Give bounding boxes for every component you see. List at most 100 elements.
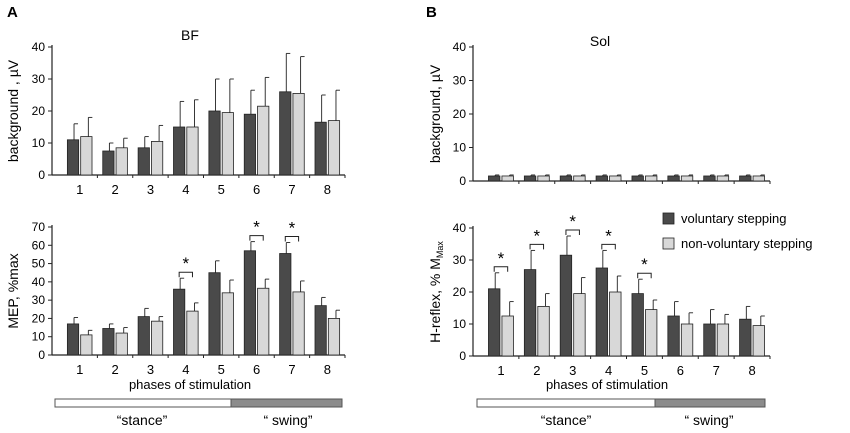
x-tick-label: 5: [218, 182, 225, 197]
significance-bracket: [529, 243, 545, 250]
bar-voluntary: [703, 323, 716, 357]
x-tick-label: 7: [288, 182, 295, 197]
bar-voluntary: [208, 110, 221, 176]
legend-voluntary-swatch: [662, 212, 675, 225]
bar-nonvoluntary: [186, 310, 199, 356]
bar-nonvoluntary: [716, 323, 730, 357]
bar-nonvoluntary: [716, 175, 730, 182]
bar-voluntary: [314, 305, 327, 356]
bar-voluntary: [631, 175, 644, 182]
bar-nonvoluntary: [115, 332, 128, 356]
x-tick-label: 5: [641, 363, 648, 378]
bar-voluntary: [173, 288, 186, 356]
significance-star: *: [289, 219, 296, 238]
x-tick-label: 3: [569, 363, 576, 378]
panel-a-letter: A: [7, 4, 18, 21]
chart-a-mep: 0 10 20 30 40 50 60 70 MEP, %max 1 2 3 4 * 5 6 * 7 * 8: [5, 218, 346, 377]
x-tick-label: 8: [748, 363, 755, 378]
bar-voluntary: [559, 254, 573, 357]
bar-nonvoluntary: [752, 175, 765, 182]
y-axis-label: H-reflex, % MMax: [427, 241, 445, 343]
legend-nonvoluntary-label: non-voluntary stepping: [681, 236, 813, 251]
significance-bracket: [493, 266, 509, 272]
bar-nonvoluntary: [609, 291, 622, 357]
bar-nonvoluntary: [501, 315, 514, 357]
bar-voluntary: [667, 315, 680, 357]
x-tick-label: 2: [111, 362, 118, 377]
y-tick-label: 30: [32, 293, 46, 307]
significance-star: *: [569, 212, 576, 231]
bar-nonvoluntary: [645, 309, 658, 357]
bar-nonvoluntary: [752, 325, 765, 357]
bar-nonvoluntary: [151, 140, 164, 176]
bar-nonvoluntary: [680, 323, 694, 357]
y-tick-label: 0: [38, 348, 45, 362]
x-tick-label: 2: [111, 182, 118, 197]
y-tick-label: 10: [453, 141, 467, 155]
x-tick-label: 7: [288, 362, 295, 377]
panel-b-letter: B: [426, 4, 437, 21]
bar-nonvoluntary: [573, 175, 586, 182]
bar-voluntary: [739, 175, 752, 182]
bar-voluntary: [631, 293, 644, 357]
bar-voluntary: [667, 175, 680, 182]
y-tick-label: 0: [38, 168, 45, 182]
x-tick-label: 1: [76, 182, 83, 197]
bar-voluntary: [314, 121, 327, 176]
legend-voluntary-label: voluntary stepping: [681, 211, 787, 226]
bar-voluntary: [279, 253, 292, 356]
x-tick-label: 3: [147, 362, 154, 377]
panel-b-swing-label: “ swing”: [684, 412, 733, 428]
bar-voluntary: [137, 316, 150, 356]
y-tick-label: 20: [453, 285, 467, 299]
x-tick-label: 3: [147, 182, 154, 197]
bar-voluntary: [703, 175, 716, 182]
x-tick-label: 4: [605, 363, 612, 378]
bar-nonvoluntary: [257, 287, 270, 356]
bar-voluntary: [137, 147, 150, 176]
bar-voluntary: [279, 91, 292, 176]
panel-a-swing-label: “ swing”: [263, 412, 312, 428]
bar-nonvoluntary: [537, 175, 550, 182]
significance-bracket: [178, 271, 193, 278]
bar-voluntary: [595, 175, 608, 182]
x-tick-label: 4: [182, 362, 189, 377]
significance-bracket: [249, 235, 264, 241]
significance-star: *: [498, 249, 505, 268]
legend-nonvoluntary-swatch: [662, 237, 675, 250]
bar-voluntary: [66, 323, 80, 356]
panel-b-xlabel: phases of stimulation: [546, 377, 668, 392]
bar-nonvoluntary: [221, 112, 234, 176]
x-tick-label: 1: [497, 363, 504, 378]
x-tick-label: 1: [76, 362, 83, 377]
y-axis-label: MEP, %max: [5, 253, 21, 328]
y-axis-label: background, µV: [427, 64, 443, 163]
y-tick-label: 30: [453, 74, 467, 88]
y-tick-label: 40: [453, 221, 467, 235]
bar-nonvoluntary: [115, 147, 128, 176]
bar-voluntary: [102, 150, 115, 176]
y-tick-label: 10: [32, 330, 46, 344]
y-tick-label: 30: [453, 253, 467, 267]
panel-a-stance-label: “stance”: [117, 412, 168, 428]
bar-voluntary: [595, 267, 608, 357]
bar-nonvoluntary: [327, 120, 341, 176]
y-tick-label: 50: [32, 257, 46, 271]
bar-voluntary: [488, 175, 501, 182]
significance-bracket: [637, 272, 652, 279]
bar-nonvoluntary: [292, 93, 305, 176]
bar-nonvoluntary: [80, 334, 93, 356]
significance-bracket: [601, 243, 616, 250]
bar-voluntary: [559, 175, 573, 182]
bar-voluntary: [739, 318, 752, 357]
bar-nonvoluntary: [186, 126, 199, 176]
chart-b-background: 0 10 20 30 40 background, µV: [427, 40, 771, 188]
chart-b-hreflex: 0 10 20 30 40 H-reflex, % MMax 1 * 2 * 3 * 4 * 5 * 6 7 8: [427, 212, 771, 378]
x-tick-label: 4: [182, 182, 189, 197]
bar-voluntary: [208, 272, 221, 356]
panel-b-muscle-title: Sol: [590, 33, 610, 49]
x-tick-label: 8: [324, 182, 331, 197]
x-tick-label: 7: [713, 363, 720, 378]
panel-a-swing-bar: [230, 398, 343, 408]
y-tick-label: 30: [32, 72, 46, 86]
